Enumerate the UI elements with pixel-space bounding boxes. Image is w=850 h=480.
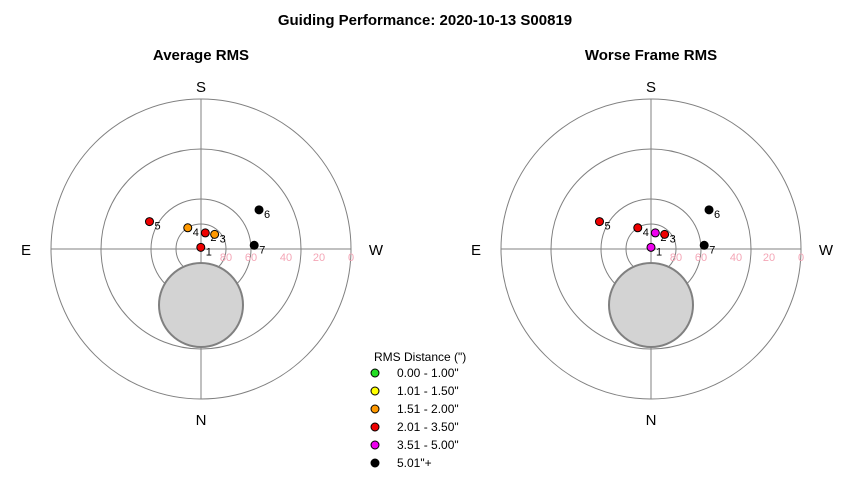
rms-legend: RMS Distance (") 0.00 - 1.00" 1.01 - 1.50… xyxy=(370,350,466,470)
data-point-label: 4 xyxy=(643,227,649,239)
compass-south: S xyxy=(646,79,656,96)
compass-west: W xyxy=(369,242,384,259)
legend-item-label: 2.01 - 3.50" xyxy=(397,420,459,434)
data-point-label: 5 xyxy=(604,221,610,233)
altitude-tick-label: 0 xyxy=(798,252,804,264)
legend-marker xyxy=(370,386,380,396)
altitude-tick-label: 80 xyxy=(670,252,682,264)
data-point-5 xyxy=(144,217,154,227)
obstruction-disc xyxy=(158,262,244,348)
panel-title: Worse Frame RMS xyxy=(585,47,717,64)
legend-marker xyxy=(370,404,380,414)
data-point-label: 5 xyxy=(154,221,160,233)
legend-item-label: 3.51 - 5.00" xyxy=(397,438,459,452)
data-point-6 xyxy=(704,205,714,215)
data-point-label: 3 xyxy=(220,233,226,245)
altitude-tick-label: 60 xyxy=(245,252,257,264)
legend-marker xyxy=(370,458,380,468)
data-point-7 xyxy=(249,240,259,250)
compass-north: N xyxy=(646,412,657,429)
data-point-3 xyxy=(210,229,220,239)
legend-marker xyxy=(370,422,380,432)
altitude-tick-label: 40 xyxy=(280,252,292,264)
altitude-tick-label: 80 xyxy=(220,252,232,264)
legend-marker xyxy=(370,368,380,378)
data-point-4 xyxy=(633,223,643,233)
obstruction-disc xyxy=(608,262,694,348)
data-point-label: 4 xyxy=(193,227,199,239)
data-point-label: 1 xyxy=(656,246,662,258)
legend-marker xyxy=(370,440,380,450)
compass-east: E xyxy=(471,242,481,259)
data-point-label: 6 xyxy=(714,209,720,221)
data-point-label: 7 xyxy=(709,244,715,256)
figure-title: Guiding Performance: 2020-10-13 S00819 xyxy=(278,12,572,29)
compass-south: S xyxy=(196,79,206,96)
legend-title: RMS Distance (") xyxy=(374,350,466,364)
data-point-label: 3 xyxy=(670,233,676,245)
legend-item-label: 0.00 - 1.00" xyxy=(397,366,459,380)
data-point-2 xyxy=(200,228,210,238)
compass-north: N xyxy=(196,412,207,429)
altitude-tick-label: 20 xyxy=(763,252,775,264)
compass-east: E xyxy=(21,242,31,259)
polar-panel-average-rms: Average RMSSNEW8060402001234567 xyxy=(21,47,384,429)
data-point-label: 6 xyxy=(264,209,270,221)
data-point-6 xyxy=(254,205,264,215)
legend-item-label: 5.01"+ xyxy=(397,456,432,470)
data-point-1 xyxy=(196,242,206,252)
altitude-tick-label: 40 xyxy=(730,252,742,264)
legend-item-label: 1.51 - 2.00" xyxy=(397,402,459,416)
polar-panel-worse-frame-rms: Worse Frame RMSSNEW8060402001234567 xyxy=(471,47,834,429)
data-point-2 xyxy=(650,228,660,238)
data-point-4 xyxy=(183,223,193,233)
compass-west: W xyxy=(819,242,834,259)
data-point-label: 1 xyxy=(206,246,212,258)
legend-item-label: 1.01 - 1.50" xyxy=(397,384,459,398)
data-point-label: 7 xyxy=(259,244,265,256)
data-point-3 xyxy=(660,229,670,239)
altitude-tick-label: 20 xyxy=(313,252,325,264)
data-point-5 xyxy=(594,217,604,227)
altitude-tick-label: 60 xyxy=(695,252,707,264)
altitude-tick-label: 0 xyxy=(348,252,354,264)
panel-title: Average RMS xyxy=(153,47,249,64)
data-point-1 xyxy=(646,242,656,252)
data-point-7 xyxy=(699,240,709,250)
